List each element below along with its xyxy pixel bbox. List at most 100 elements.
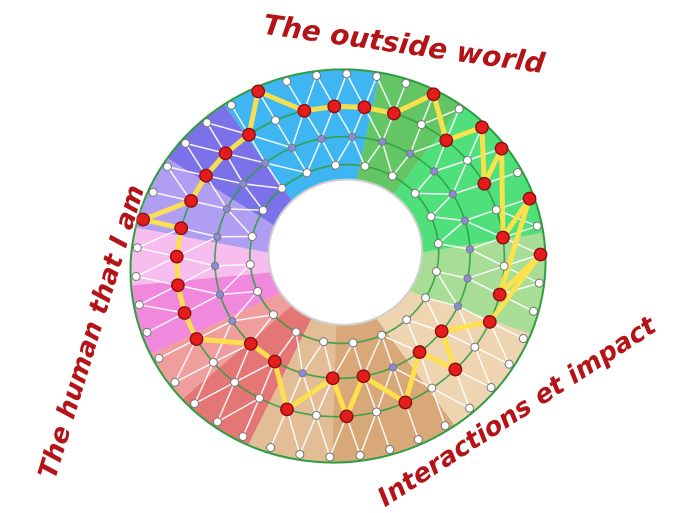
red-node — [448, 362, 463, 377]
white-node — [142, 327, 152, 337]
white-node — [372, 407, 382, 417]
white-node — [247, 232, 257, 242]
red-node — [496, 230, 510, 245]
purple-node — [228, 316, 237, 326]
red-node — [398, 395, 413, 410]
white-node — [190, 399, 200, 409]
white-node — [413, 435, 423, 445]
white-node — [319, 337, 329, 347]
white-node — [465, 403, 475, 413]
white-node — [325, 452, 335, 462]
red-node — [177, 306, 192, 320]
purple-node — [287, 143, 297, 152]
red-node — [386, 106, 401, 121]
torus-hole — [267, 178, 424, 326]
white-node — [499, 261, 509, 271]
purple-node — [453, 302, 463, 311]
red-node — [280, 402, 294, 417]
white-node — [208, 357, 218, 367]
white-node — [427, 383, 437, 393]
white-node — [302, 168, 312, 178]
sector-pink-light — [130, 227, 338, 286]
white-node — [355, 450, 365, 460]
white-node — [291, 327, 301, 337]
white-node — [170, 377, 180, 387]
white-node — [148, 187, 158, 197]
white-node — [282, 76, 292, 86]
white-node — [491, 205, 501, 215]
white-node — [342, 69, 352, 79]
red-node — [242, 127, 256, 142]
red-node — [189, 332, 204, 346]
white-node — [212, 417, 222, 427]
red-node — [522, 191, 537, 206]
purple-node — [460, 216, 469, 225]
red-node — [170, 278, 185, 293]
white-node — [401, 78, 411, 88]
red-node — [482, 315, 497, 329]
white-node — [433, 239, 443, 249]
white-node — [238, 432, 248, 442]
white-node — [181, 138, 191, 148]
white-node — [331, 160, 341, 170]
white-node — [295, 449, 305, 459]
purple-node — [429, 167, 439, 176]
white-node — [360, 161, 370, 171]
white-node — [377, 330, 387, 340]
purple-node — [448, 190, 457, 199]
white-node — [385, 445, 395, 455]
white-node — [312, 70, 322, 80]
red-node — [494, 141, 509, 156]
red-node — [174, 221, 189, 236]
white-node — [426, 212, 436, 222]
purple-node — [317, 134, 326, 143]
white-node — [440, 421, 450, 431]
white-node — [431, 267, 441, 277]
purple-node — [298, 369, 307, 378]
red-node — [434, 324, 449, 339]
white-node — [402, 315, 412, 325]
white-node — [230, 377, 240, 387]
white-node — [154, 353, 164, 363]
white-node — [268, 310, 278, 320]
white-node — [532, 221, 542, 231]
red-node — [356, 369, 371, 384]
red-node — [327, 99, 342, 114]
red-node — [412, 345, 427, 359]
white-node — [462, 155, 472, 165]
purple-node — [406, 149, 415, 158]
white-node — [421, 293, 431, 303]
white-node — [454, 104, 464, 114]
white-node — [277, 183, 287, 193]
purple-node — [239, 179, 248, 188]
purple-node — [215, 290, 225, 299]
white-node — [387, 171, 397, 181]
white-node — [245, 260, 255, 270]
red-node — [475, 120, 489, 135]
red-node — [426, 87, 441, 102]
purple-node — [388, 363, 398, 372]
red-node — [533, 247, 548, 262]
nodes — [131, 69, 548, 462]
white-node — [254, 393, 264, 403]
white-node — [348, 338, 358, 348]
red-node — [184, 193, 198, 208]
white-node — [266, 443, 276, 453]
white-node — [504, 359, 514, 369]
white-node — [486, 383, 496, 393]
red-node — [251, 84, 266, 99]
white-node — [518, 334, 528, 344]
red-node — [492, 287, 507, 302]
purple-node — [378, 137, 387, 146]
white-node — [202, 118, 212, 128]
red-node — [357, 100, 372, 115]
red-node — [199, 168, 213, 183]
purple-node — [210, 261, 220, 270]
white-node — [134, 300, 144, 310]
ring-line — [249, 163, 440, 345]
purple-node — [348, 132, 357, 141]
purple-node — [465, 245, 475, 254]
white-node — [534, 278, 544, 288]
white-node — [410, 188, 420, 198]
